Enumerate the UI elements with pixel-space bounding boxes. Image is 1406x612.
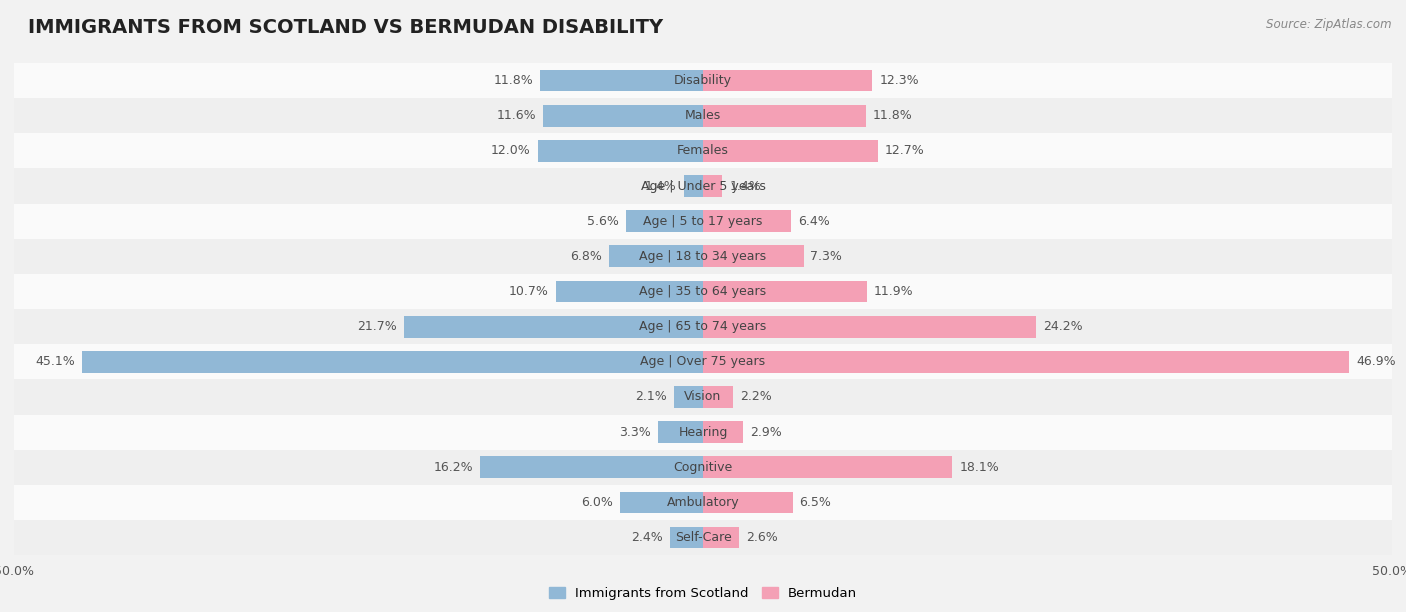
Bar [609, 245, 703, 267]
Bar [683, 175, 703, 197]
Bar [14, 204, 1392, 239]
Bar [703, 491, 793, 513]
Text: Age | 65 to 74 years: Age | 65 to 74 years [640, 320, 766, 333]
Text: 6.0%: 6.0% [582, 496, 613, 509]
Text: 46.9%: 46.9% [1357, 356, 1396, 368]
Bar [404, 316, 703, 338]
Text: 7.3%: 7.3% [810, 250, 842, 263]
Text: 10.7%: 10.7% [509, 285, 548, 298]
Text: 12.3%: 12.3% [879, 74, 920, 87]
Text: 11.8%: 11.8% [494, 74, 533, 87]
Bar [703, 175, 723, 197]
Bar [703, 245, 804, 267]
Text: 11.8%: 11.8% [873, 109, 912, 122]
Text: 11.6%: 11.6% [496, 109, 536, 122]
Text: 1.4%: 1.4% [730, 179, 761, 193]
Bar [703, 70, 873, 91]
Bar [703, 211, 792, 232]
Text: Age | 18 to 34 years: Age | 18 to 34 years [640, 250, 766, 263]
Bar [479, 457, 703, 478]
Text: 12.0%: 12.0% [491, 144, 531, 157]
Bar [703, 280, 868, 302]
Text: 18.1%: 18.1% [959, 461, 1000, 474]
Bar [620, 491, 703, 513]
Text: Vision: Vision [685, 390, 721, 403]
Text: 5.6%: 5.6% [588, 215, 619, 228]
Bar [14, 274, 1392, 309]
Text: 12.7%: 12.7% [884, 144, 925, 157]
Bar [703, 351, 1350, 373]
Text: 45.1%: 45.1% [35, 356, 75, 368]
Bar [14, 414, 1392, 450]
Text: 21.7%: 21.7% [357, 320, 396, 333]
Text: Females: Females [678, 144, 728, 157]
Bar [14, 239, 1392, 274]
Text: Age | Over 75 years: Age | Over 75 years [641, 356, 765, 368]
Bar [14, 379, 1392, 414]
Bar [14, 133, 1392, 168]
Bar [658, 421, 703, 443]
Text: Males: Males [685, 109, 721, 122]
Bar [540, 70, 703, 91]
Text: 6.4%: 6.4% [799, 215, 830, 228]
Text: 11.9%: 11.9% [875, 285, 914, 298]
Text: Hearing: Hearing [678, 425, 728, 439]
Bar [703, 316, 1036, 338]
Text: Ambulatory: Ambulatory [666, 496, 740, 509]
Bar [14, 309, 1392, 344]
Bar [673, 386, 703, 408]
Text: 2.2%: 2.2% [740, 390, 772, 403]
Bar [82, 351, 703, 373]
Bar [14, 450, 1392, 485]
Text: 2.9%: 2.9% [749, 425, 782, 439]
Bar [14, 63, 1392, 98]
Bar [14, 98, 1392, 133]
Bar [14, 344, 1392, 379]
Text: 1.4%: 1.4% [645, 179, 676, 193]
Text: 6.5%: 6.5% [800, 496, 831, 509]
Text: Age | 5 to 17 years: Age | 5 to 17 years [644, 215, 762, 228]
Text: 6.8%: 6.8% [571, 250, 602, 263]
Bar [626, 211, 703, 232]
Bar [669, 527, 703, 548]
Text: Disability: Disability [673, 74, 733, 87]
Text: Cognitive: Cognitive [673, 461, 733, 474]
Text: 2.1%: 2.1% [636, 390, 668, 403]
Bar [14, 168, 1392, 204]
Text: 24.2%: 24.2% [1043, 320, 1083, 333]
Bar [14, 520, 1392, 555]
Text: 2.6%: 2.6% [745, 531, 778, 544]
Bar [703, 457, 952, 478]
Text: 3.3%: 3.3% [619, 425, 651, 439]
Bar [703, 386, 734, 408]
Text: Self-Care: Self-Care [675, 531, 731, 544]
Bar [703, 105, 866, 127]
Legend: Immigrants from Scotland, Bermudan: Immigrants from Scotland, Bermudan [548, 587, 858, 600]
Bar [703, 527, 738, 548]
Bar [537, 140, 703, 162]
Text: IMMIGRANTS FROM SCOTLAND VS BERMUDAN DISABILITY: IMMIGRANTS FROM SCOTLAND VS BERMUDAN DIS… [28, 18, 664, 37]
Text: 16.2%: 16.2% [433, 461, 472, 474]
Bar [543, 105, 703, 127]
Bar [14, 485, 1392, 520]
Text: Age | Under 5 years: Age | Under 5 years [641, 179, 765, 193]
Text: Source: ZipAtlas.com: Source: ZipAtlas.com [1267, 18, 1392, 31]
Bar [703, 140, 877, 162]
Bar [555, 280, 703, 302]
Text: Age | 35 to 64 years: Age | 35 to 64 years [640, 285, 766, 298]
Bar [703, 421, 742, 443]
Text: 2.4%: 2.4% [631, 531, 664, 544]
